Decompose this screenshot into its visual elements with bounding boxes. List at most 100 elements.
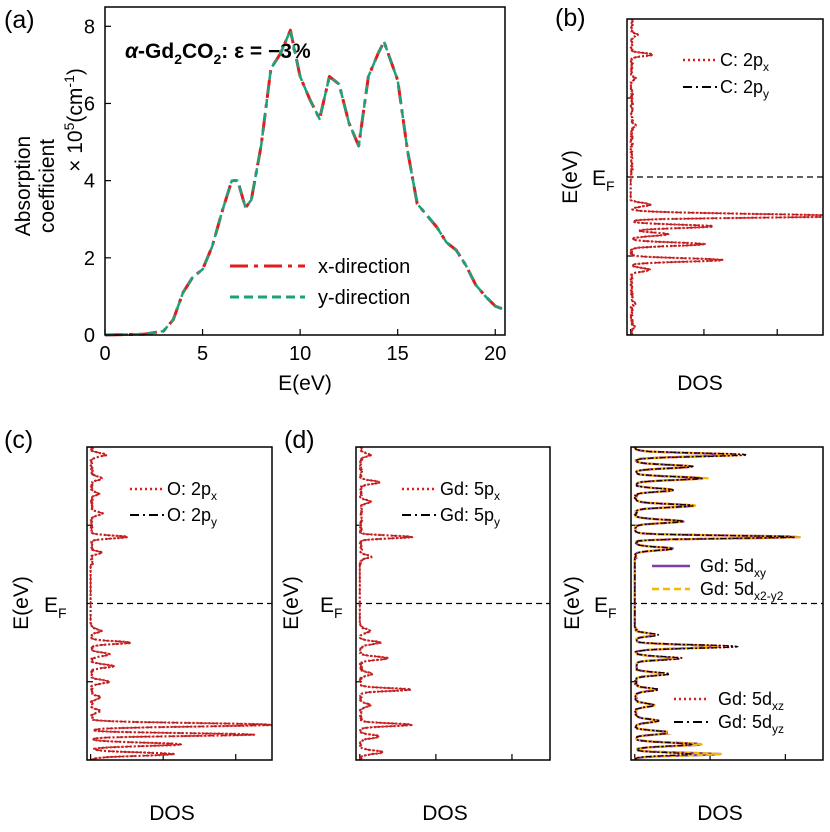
panel-d-ytick-label: 2 <box>337 515 348 537</box>
panel-a-xtick-label: 20 <box>484 343 506 365</box>
panel-e-ylabel: E(eV) <box>561 576 584 630</box>
panel-c-xtick-label: 0.4 <box>149 768 177 790</box>
panel-d-ytick-label: -4 <box>330 750 348 772</box>
legend-c-2py-label: C: 2py <box>720 77 769 101</box>
panel-d-frame <box>355 446 551 761</box>
legend-o-2px-label: O: 2px <box>167 479 217 503</box>
panel-b-frame <box>626 18 824 336</box>
panel-e-xtick-label: 0.8 <box>771 768 799 790</box>
panel-d: (d) 0 0.4 0.8 -4 -2 2 4 E(eV) EF DOS Gd: 5px G… <box>280 426 551 825</box>
series-x-direction-line <box>104 28 506 337</box>
panel-d-xtick-label: 0 <box>354 768 365 790</box>
panel-c-ylabel: E(eV) <box>10 576 33 630</box>
plot-a-area: 0 5 10 15 20 0 2 4 6 8 <box>84 16 506 365</box>
panel-a-xtick-label: 15 <box>387 343 409 365</box>
plot-e-area: 0 0.4 0.8 -4 -2 2 4 <box>605 437 823 790</box>
ylabel-line2: coefficient <box>36 139 59 233</box>
panel-c-xtick-label: 0.8 <box>222 768 250 790</box>
panel-e-legend-bottom: Gd: 5dxz Gd: 5dyz <box>668 688 822 736</box>
panel-d-fermi-label: EF <box>320 594 343 621</box>
panel-c-ytick-label: -2 <box>61 672 79 694</box>
legend-gd-5px-label: Gd: 5px <box>440 479 500 503</box>
panel-c-xtick-label: 0 <box>85 768 96 790</box>
legend-gd-5dxz-label: Gd: 5dxz <box>718 689 784 713</box>
panel-d-ytick-label: -2 <box>330 672 348 694</box>
panel-e-ytick-label: 2 <box>612 515 623 537</box>
legend-x-direction-label: x-direction <box>318 256 410 278</box>
panel-a-ylabel-units: × 105(cm-1) <box>61 68 87 172</box>
panel-e-legend-top: Gd: 5dxy Gd: 5dx2-y2 <box>648 556 820 603</box>
panel-b-ylabel: E(eV) <box>559 150 582 204</box>
panel-a-label: (a) <box>4 6 35 34</box>
panel-a-ytick-label: 4 <box>84 171 95 193</box>
panel-c-xlabel: DOS <box>149 802 195 825</box>
panel-d-xtick-label: 0.4 <box>422 768 450 790</box>
svg-text:× 105(cm-1): × 105(cm-1) <box>61 68 87 172</box>
legend-gd-5py-label: Gd: 5py <box>440 505 500 529</box>
panel-e-ytick-label: 4 <box>612 437 623 459</box>
panel-a-title: α-Gd2CO2: ε = −3% <box>125 40 311 67</box>
panel-a-ytick-label: 0 <box>84 325 95 347</box>
panel-c: (c) 0 0.4 0.8 -4 -2 2 4 E(eV) EF DOS O: 2px O:… <box>4 426 273 825</box>
legend-y-direction-label: y-direction <box>318 287 410 309</box>
panel-c-legend: O: 2px O: 2py <box>130 479 217 529</box>
panel-b-ytick-label: -4 <box>601 325 619 347</box>
panel-a-frame <box>104 6 506 336</box>
legend-gd-5dx2y2-label: Gd: 5dx2-y2 <box>700 579 784 603</box>
panel-c-frame <box>86 446 273 761</box>
panel-b: (b) 0 0.4 0.8 -4 -2 2 4 E(eV) EF DOS C: 2px C:… <box>555 4 824 395</box>
panel-b-xtick-label: 0 <box>625 343 636 365</box>
legend-gd-5dyz-label: Gd: 5dyz <box>718 712 784 736</box>
panel-d-series-1-line <box>359 447 413 760</box>
panel-e-ytick-label: -2 <box>605 672 623 694</box>
legend-o-2py-label: O: 2py <box>167 505 217 529</box>
panel-b-ytick-label: 2 <box>608 88 619 110</box>
panel-d-label: (d) <box>284 426 315 454</box>
panel-e-xlabel: DOS <box>697 802 743 825</box>
panel-d-ytick-label: 4 <box>337 437 348 459</box>
panel-a-legend: x-direction y-direction <box>230 256 410 309</box>
panel-a-xtick-label: 0 <box>99 343 110 365</box>
panel-a-ytick-label: 2 <box>84 248 95 270</box>
plot-d-area: 0 0.4 0.8 -4 -2 2 4 <box>330 437 550 790</box>
panel-e: 0 0.4 0.8 -4 -2 2 4 E(eV) EF DOS Gd: 5dxy Gd: … <box>561 437 824 825</box>
panel-a-ylabel: Absorption coefficient <box>12 136 59 236</box>
panel-c-label: (c) <box>4 426 33 454</box>
panel-b-legend: C: 2px C: 2py <box>683 50 769 101</box>
panel-b-fermi-label: EF <box>592 167 615 194</box>
legend-gd-5dxy-label: Gd: 5dxy <box>700 556 766 580</box>
panel-b-xtick-label: 0.8 <box>763 343 791 365</box>
series-y-direction-line <box>104 28 506 337</box>
legend-bottom-background <box>668 688 822 734</box>
plot-c-area: 0 0.4 0.8 -4 -2 2 4 <box>61 437 272 790</box>
panel-d-ylabel: E(eV) <box>280 576 303 630</box>
panel-a-ytick-label: 6 <box>84 93 95 115</box>
panel-c-series-1-line <box>89 447 272 760</box>
panel-b-xlabel: DOS <box>677 372 723 395</box>
panel-c-ytick-label: -4 <box>61 750 79 772</box>
panel-a: (a) α-Gd2CO2: ε = −3% 0 5 10 15 20 0 2 4 6 8 Abso… <box>4 6 506 395</box>
panel-c-ytick-label: 2 <box>68 515 79 537</box>
panel-e-xtick-label: 0.4 <box>696 768 724 790</box>
panel-b-xtick-label: 0.4 <box>690 343 718 365</box>
panel-d-legend: Gd: 5px Gd: 5py <box>402 479 500 529</box>
panel-e-xtick-label: 0 <box>629 768 640 790</box>
panel-b-label: (b) <box>555 4 586 32</box>
panel-e-fermi-label: EF <box>594 594 617 621</box>
panel-b-ytick-label: -2 <box>601 246 619 268</box>
panel-a-xtick-label: 5 <box>197 343 208 365</box>
panel-c-fermi-label: EF <box>44 594 67 621</box>
ylabel-line1: Absorption <box>12 136 35 236</box>
plot-b-area: 0 0.4 0.8 -4 -2 2 4 <box>601 19 823 365</box>
panel-a-ytick-label: 8 <box>84 16 95 38</box>
panel-a-xtick-label: 10 <box>289 343 311 365</box>
panel-d-xtick-label: 0.8 <box>498 768 526 790</box>
panel-e-ytick-label: -4 <box>605 750 623 772</box>
panel-a-xlabel: E(eV) <box>278 372 332 395</box>
panel-c-ytick-label: 4 <box>68 437 79 459</box>
legend-top-background <box>648 556 820 602</box>
panel-b-series-1-line <box>630 19 823 335</box>
panel-d-xlabel: DOS <box>422 802 468 825</box>
legend-c-2px-label: C: 2px <box>720 50 769 74</box>
